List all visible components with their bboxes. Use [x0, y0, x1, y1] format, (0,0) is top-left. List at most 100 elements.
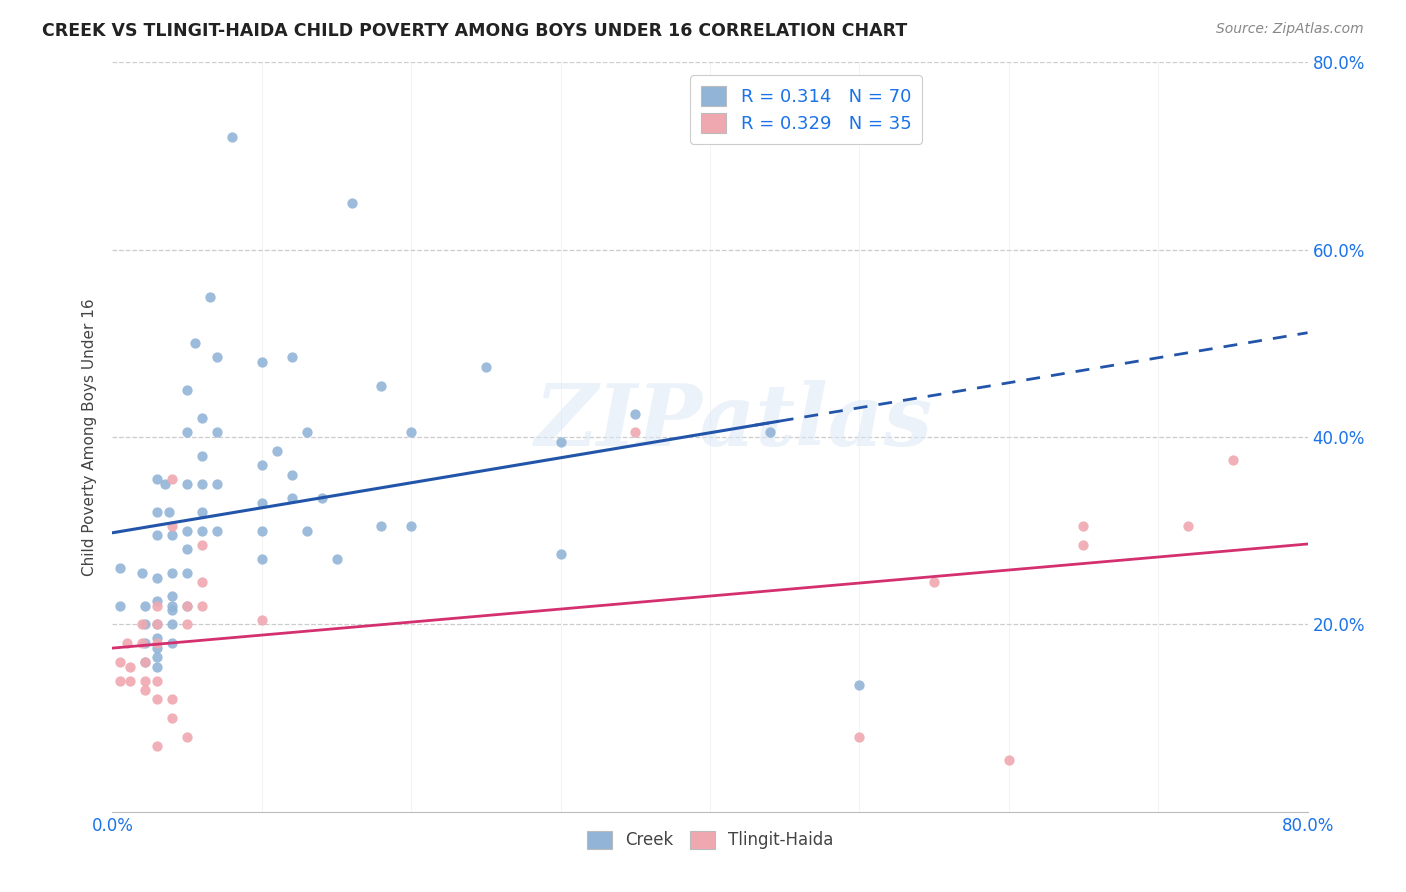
- Point: [250, 496, 273, 510]
- Point: [146, 650, 169, 665]
- Point: [134, 599, 156, 613]
- Point: [146, 571, 169, 585]
- Point: [176, 542, 198, 557]
- Point: [401, 519, 423, 533]
- Point: [162, 590, 183, 604]
- Point: [153, 476, 176, 491]
- Point: [183, 336, 205, 351]
- Point: [134, 655, 156, 669]
- Point: [134, 655, 156, 669]
- Point: [162, 566, 183, 580]
- Point: [191, 538, 214, 552]
- Point: [191, 524, 214, 538]
- Point: [191, 411, 214, 425]
- Point: [1073, 538, 1095, 552]
- Point: [176, 524, 198, 538]
- Point: [191, 599, 214, 613]
- Point: [146, 659, 169, 673]
- Point: [120, 673, 142, 688]
- Point: [340, 195, 363, 210]
- Point: [146, 617, 169, 632]
- Point: [550, 434, 572, 449]
- Point: [120, 659, 142, 673]
- Point: [146, 692, 169, 706]
- Point: [922, 575, 945, 590]
- Point: [134, 636, 156, 650]
- Point: [162, 711, 183, 725]
- Point: [131, 566, 153, 580]
- Point: [131, 636, 153, 650]
- Point: [162, 472, 183, 486]
- Point: [475, 359, 498, 374]
- Point: [221, 130, 243, 145]
- Point: [191, 505, 214, 519]
- Point: [1073, 519, 1095, 533]
- Point: [250, 355, 273, 369]
- Point: [250, 524, 273, 538]
- Point: [162, 636, 183, 650]
- Point: [108, 561, 131, 575]
- Point: [146, 636, 169, 650]
- Point: [998, 753, 1021, 767]
- Point: [162, 692, 183, 706]
- Point: [191, 575, 214, 590]
- Point: [266, 444, 288, 458]
- Point: [146, 632, 169, 646]
- Point: [205, 476, 228, 491]
- Point: [134, 673, 156, 688]
- Point: [117, 636, 139, 650]
- Point: [108, 673, 131, 688]
- Point: [370, 378, 392, 392]
- Point: [108, 655, 131, 669]
- Point: [281, 351, 304, 365]
- Point: [759, 425, 782, 440]
- Point: [198, 289, 221, 303]
- Point: [1222, 453, 1244, 467]
- Point: [146, 599, 169, 613]
- Point: [176, 599, 198, 613]
- Point: [205, 524, 228, 538]
- Point: [624, 407, 647, 421]
- Point: [191, 476, 214, 491]
- Point: [131, 617, 153, 632]
- Point: [176, 384, 198, 398]
- Point: [848, 730, 870, 744]
- Point: [1177, 519, 1199, 533]
- Text: Source: ZipAtlas.com: Source: ZipAtlas.com: [1216, 22, 1364, 37]
- Point: [401, 425, 423, 440]
- Point: [250, 458, 273, 473]
- Point: [146, 673, 169, 688]
- Point: [295, 524, 318, 538]
- Point: [848, 678, 870, 692]
- Point: [281, 491, 304, 505]
- Y-axis label: Child Poverty Among Boys Under 16: Child Poverty Among Boys Under 16: [82, 298, 97, 576]
- Point: [162, 519, 183, 533]
- Legend: Creek, Tlingit-Haida: Creek, Tlingit-Haida: [579, 824, 841, 855]
- Point: [176, 566, 198, 580]
- Point: [162, 603, 183, 617]
- Point: [108, 599, 131, 613]
- Point: [550, 547, 572, 561]
- Point: [250, 551, 273, 566]
- Point: [624, 425, 647, 440]
- Text: ZIPatlas: ZIPatlas: [534, 380, 934, 464]
- Point: [162, 617, 183, 632]
- Point: [176, 730, 198, 744]
- Point: [205, 351, 228, 365]
- Point: [146, 594, 169, 608]
- Point: [281, 467, 304, 482]
- Text: CREEK VS TLINGIT-HAIDA CHILD POVERTY AMONG BOYS UNDER 16 CORRELATION CHART: CREEK VS TLINGIT-HAIDA CHILD POVERTY AMO…: [42, 22, 907, 40]
- Point: [146, 617, 169, 632]
- Point: [146, 528, 169, 542]
- Point: [370, 519, 392, 533]
- Point: [134, 683, 156, 698]
- Point: [146, 472, 169, 486]
- Point: [250, 613, 273, 627]
- Point: [176, 476, 198, 491]
- Point: [311, 491, 333, 505]
- Point: [134, 617, 156, 632]
- Point: [146, 739, 169, 753]
- Point: [176, 599, 198, 613]
- Point: [162, 528, 183, 542]
- Point: [295, 425, 318, 440]
